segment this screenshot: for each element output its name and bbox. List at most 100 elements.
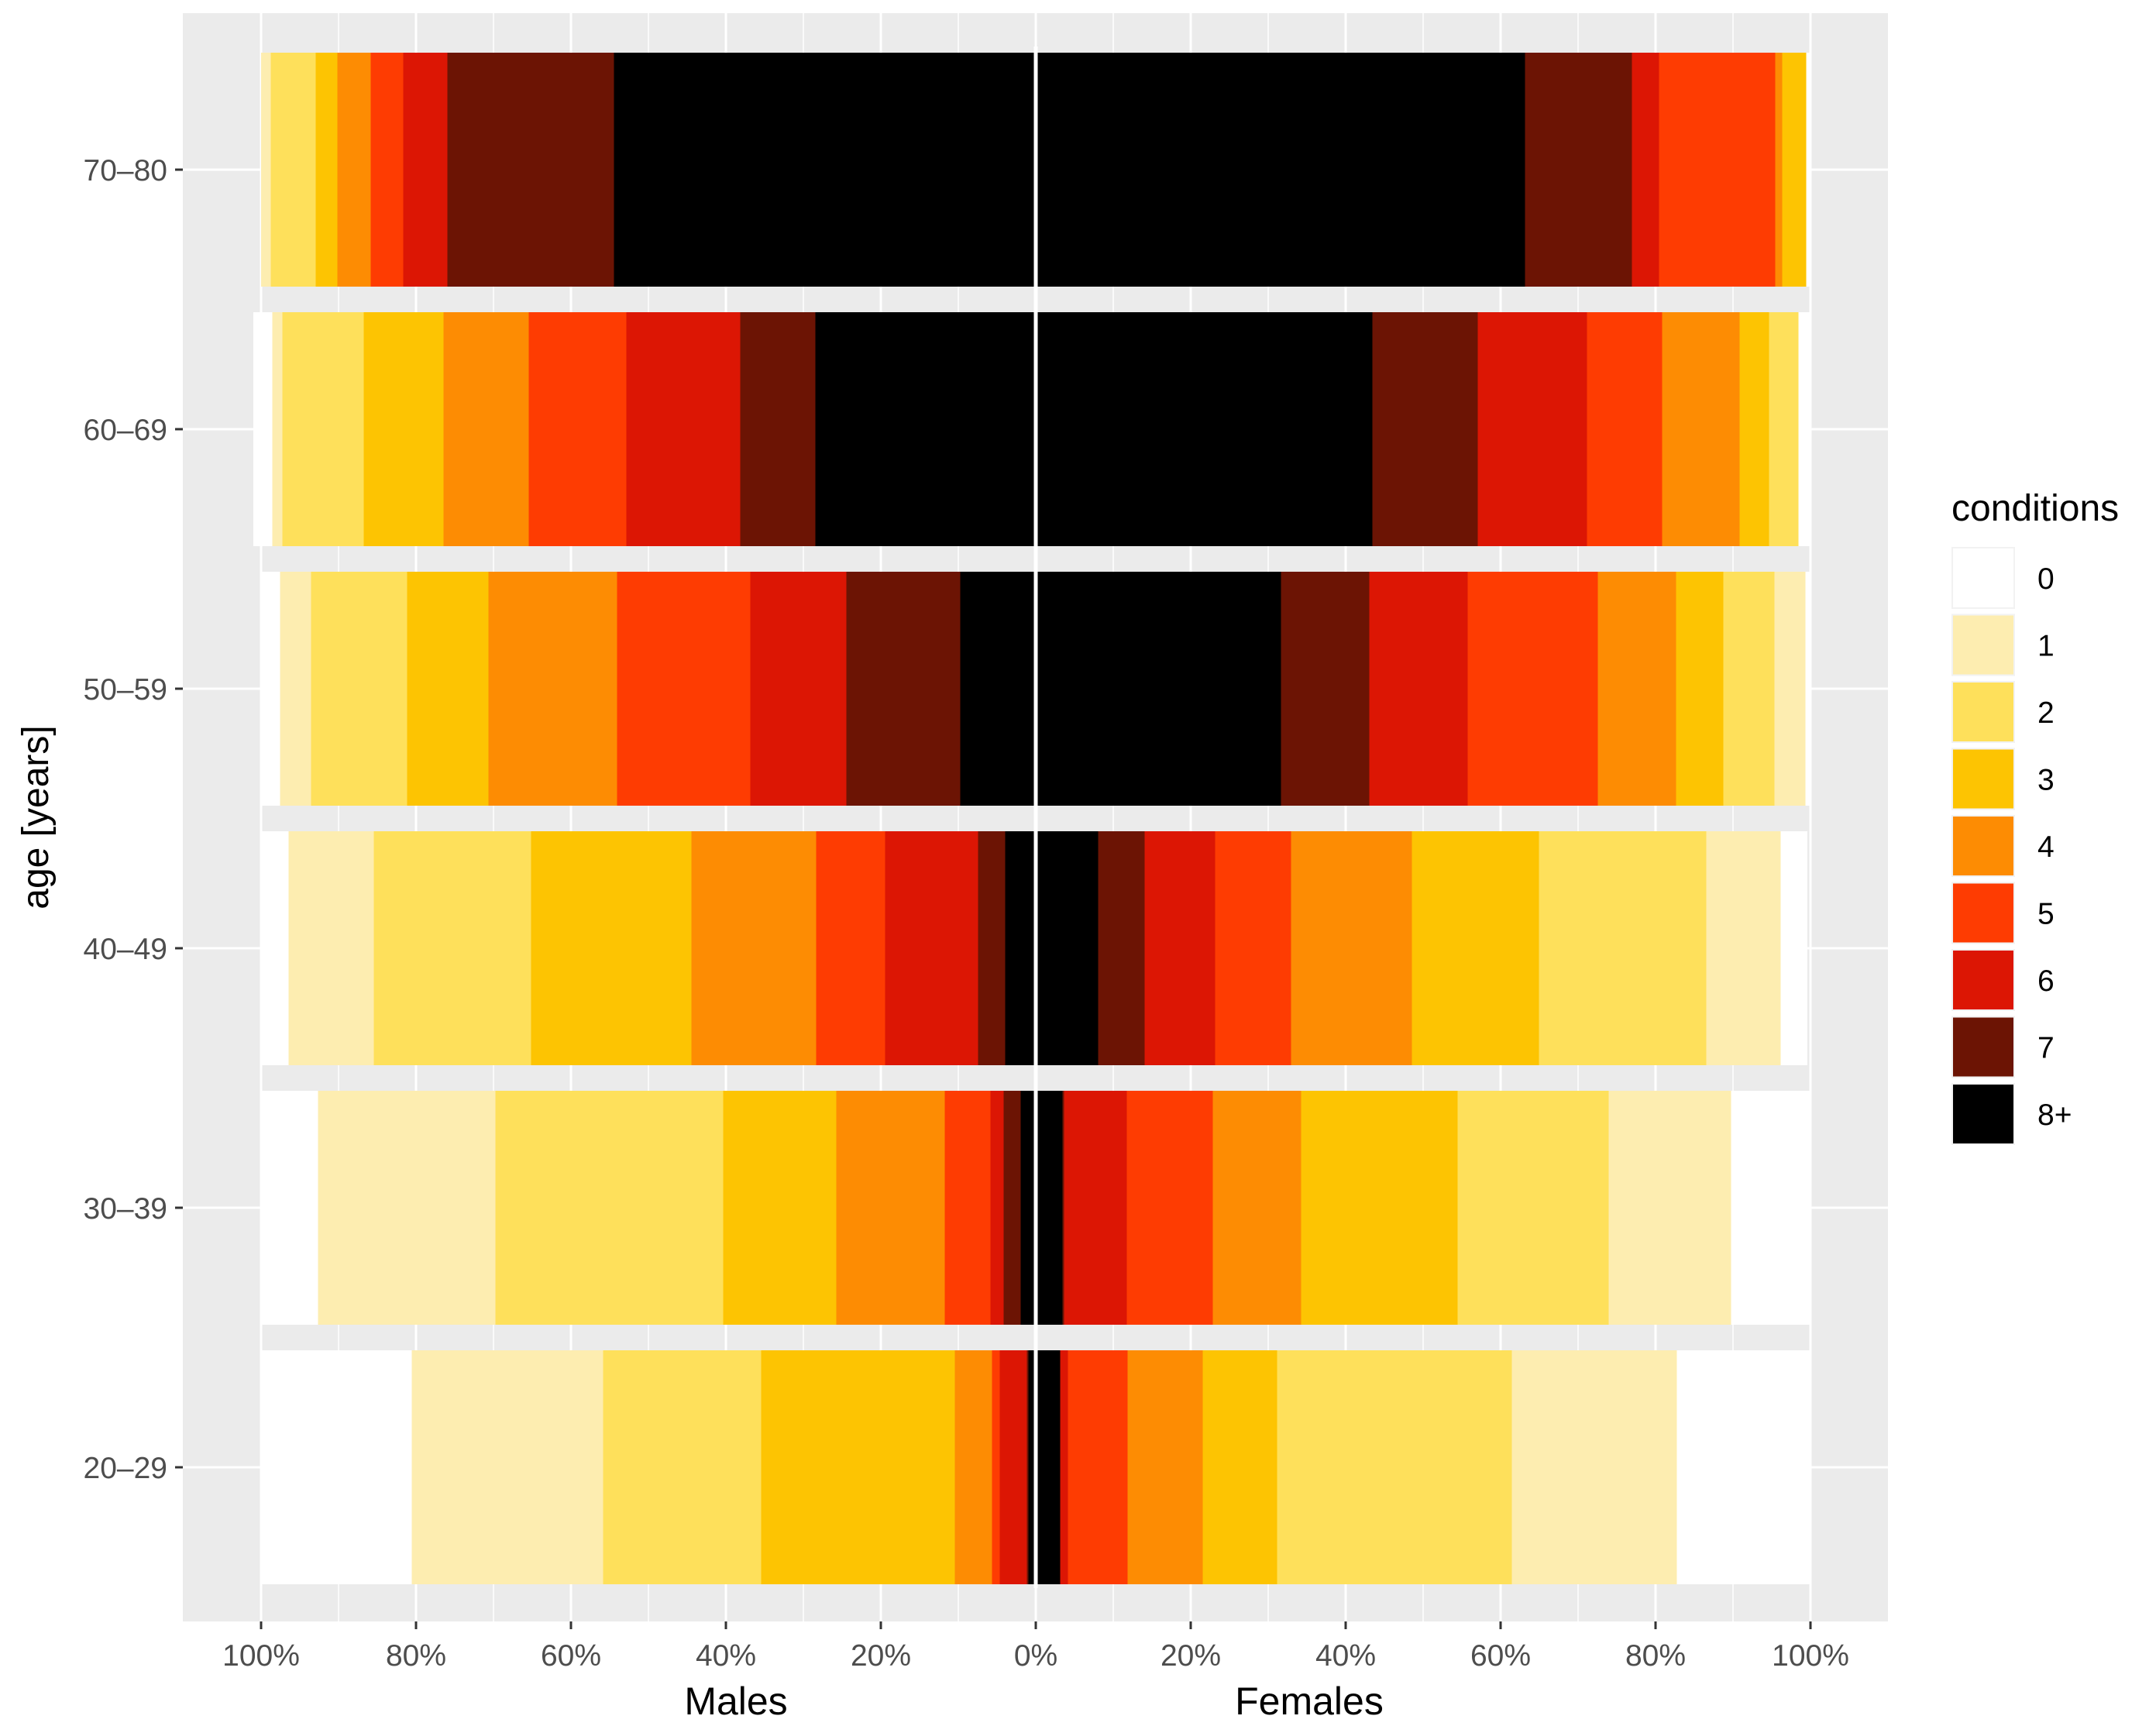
- bar-males-0-50–59: [261, 572, 280, 806]
- bar-males-0-30–39: [261, 1091, 318, 1325]
- legend-label: 2: [2037, 696, 2055, 730]
- y-tick-label: 40–49: [84, 933, 167, 966]
- y-tick-label: 70–80: [84, 154, 167, 187]
- bar-females-0-60–69: [1798, 312, 1810, 546]
- x-tick-label: 80%: [386, 1639, 446, 1673]
- bar-males-7-30–39: [1003, 1091, 1021, 1325]
- bar-males-3-70–80: [315, 53, 338, 287]
- bar-females-2-20–29: [1277, 1350, 1512, 1584]
- x-tick-label: 80%: [1625, 1639, 1686, 1673]
- x-tick-label: 40%: [696, 1639, 756, 1673]
- bar-females-6-30–39: [1064, 1091, 1127, 1325]
- legend-swatch-6: [1953, 951, 2013, 1009]
- legend-swatch-3: [1953, 749, 2013, 809]
- legend-label: 7: [2037, 1032, 2055, 1065]
- legend-label: 6: [2037, 964, 2055, 998]
- bar-females-5-60–69: [1587, 312, 1663, 546]
- x-tick-label: 0%: [1014, 1639, 1057, 1673]
- bar-females-4-40–49: [1291, 831, 1412, 1065]
- bar-females-1-50–59: [1774, 572, 1806, 806]
- legend-label: 4: [2037, 830, 2055, 864]
- bar-males-5-30–39: [944, 1091, 991, 1325]
- legend-swatch-8plus: [1953, 1085, 2013, 1143]
- x-axis-title-females: Females: [1235, 1680, 1384, 1723]
- bar-males-1-50–59: [280, 572, 311, 806]
- y-tick-label: 30–39: [84, 1192, 167, 1226]
- bar-males-8plus-40–49: [1005, 831, 1037, 1065]
- bar-males-0-40–49: [261, 831, 289, 1065]
- bar-males-1-60–69: [272, 312, 283, 546]
- legend-swatch-0: [1953, 548, 2013, 607]
- bar-males-8plus-70–80: [614, 53, 1037, 287]
- bar-females-3-70–80: [1782, 53, 1807, 287]
- bar-males-4-30–39: [836, 1091, 945, 1325]
- bar-males-8plus-20–29: [1028, 1350, 1037, 1584]
- legend-label: 8+: [2037, 1099, 2072, 1132]
- bar-females-1-30–39: [1608, 1091, 1731, 1325]
- x-tick-label: 20%: [851, 1639, 911, 1673]
- bar-females-4-50–59: [1597, 572, 1676, 806]
- bar-females-3-20–29: [1202, 1350, 1277, 1584]
- legend-swatch-4: [1953, 817, 2013, 875]
- bar-females-2-60–69: [1769, 312, 1799, 546]
- bars: [253, 53, 1810, 1584]
- bar-males-4-20–29: [954, 1350, 992, 1584]
- bar-females-3-30–39: [1301, 1091, 1458, 1325]
- x-tick-label: 60%: [1470, 1639, 1531, 1673]
- bar-females-6-60–69: [1477, 312, 1587, 546]
- bar-females-0-30–39: [1731, 1091, 1810, 1325]
- x-tick-label: 60%: [541, 1639, 601, 1673]
- bar-females-2-30–39: [1457, 1091, 1609, 1325]
- y-tick-label: 50–59: [84, 673, 167, 707]
- bar-males-8plus-60–69: [815, 312, 1037, 546]
- bar-males-5-20–29: [992, 1350, 1000, 1584]
- bar-males-0-20–29: [261, 1350, 412, 1584]
- bar-males-1-40–49: [288, 831, 374, 1065]
- legend-label: 1: [2037, 630, 2055, 663]
- bar-females-6-50–59: [1369, 572, 1468, 806]
- bar-females-7-30–39: [1062, 1091, 1064, 1325]
- bar-females-7-70–80: [1525, 53, 1632, 287]
- bar-males-4-40–49: [691, 831, 817, 1065]
- bar-females-7-40–49: [1098, 831, 1145, 1065]
- legend-title: conditions: [1951, 488, 2119, 529]
- bar-females-0-70–80: [1806, 53, 1810, 287]
- bar-females-4-60–69: [1662, 312, 1740, 546]
- bar-males-2-40–49: [373, 831, 531, 1065]
- x-axis-title-males: Males: [684, 1680, 787, 1723]
- legend-swatch-2: [1953, 683, 2013, 741]
- bar-males-3-50–59: [407, 572, 489, 806]
- bar-females-6-20–29: [1060, 1350, 1068, 1584]
- bar-females-1-20–29: [1511, 1350, 1677, 1584]
- bar-males-8plus-30–39: [1020, 1091, 1037, 1325]
- bar-females-5-50–59: [1467, 572, 1598, 806]
- legend-swatch-7: [1953, 1017, 2013, 1077]
- bar-females-4-30–39: [1212, 1091, 1302, 1325]
- bar-females-8plus-30–39: [1035, 1091, 1063, 1325]
- bar-females-1-40–49: [1706, 831, 1781, 1065]
- bar-females-6-70–80: [1632, 53, 1659, 287]
- bar-females-0-50–59: [1805, 572, 1810, 806]
- bar-males-4-50–59: [488, 572, 617, 806]
- bar-females-5-30–39: [1126, 1091, 1213, 1325]
- bar-males-3-40–49: [531, 831, 692, 1065]
- bar-males-3-30–39: [723, 1091, 837, 1325]
- bar-males-5-60–69: [528, 312, 627, 546]
- bar-females-8plus-50–59: [1035, 572, 1281, 806]
- bar-males-6-30–39: [990, 1091, 1004, 1325]
- bar-males-0-60–69: [253, 312, 273, 546]
- bar-males-2-70–80: [270, 53, 316, 287]
- bar-males-6-20–29: [999, 1350, 1027, 1584]
- bar-females-7-50–59: [1281, 572, 1370, 806]
- bar-males-1-70–80: [261, 53, 271, 287]
- bar-males-8plus-50–59: [960, 572, 1037, 806]
- bar-males-1-30–39: [318, 1091, 496, 1325]
- bar-females-3-40–49: [1412, 831, 1539, 1065]
- bar-females-4-70–80: [1775, 53, 1783, 287]
- x-tick-label: 100%: [222, 1639, 300, 1673]
- x-tick-label: 40%: [1315, 1639, 1376, 1673]
- x-axis: 100% 80% 60% 40% 20% 0% 20% 40% 60% 80% 100%: [222, 1621, 1849, 1673]
- bar-females-7-60–69: [1372, 312, 1478, 546]
- bar-males-4-70–80: [337, 53, 371, 287]
- bar-females-8plus-70–80: [1035, 53, 1525, 287]
